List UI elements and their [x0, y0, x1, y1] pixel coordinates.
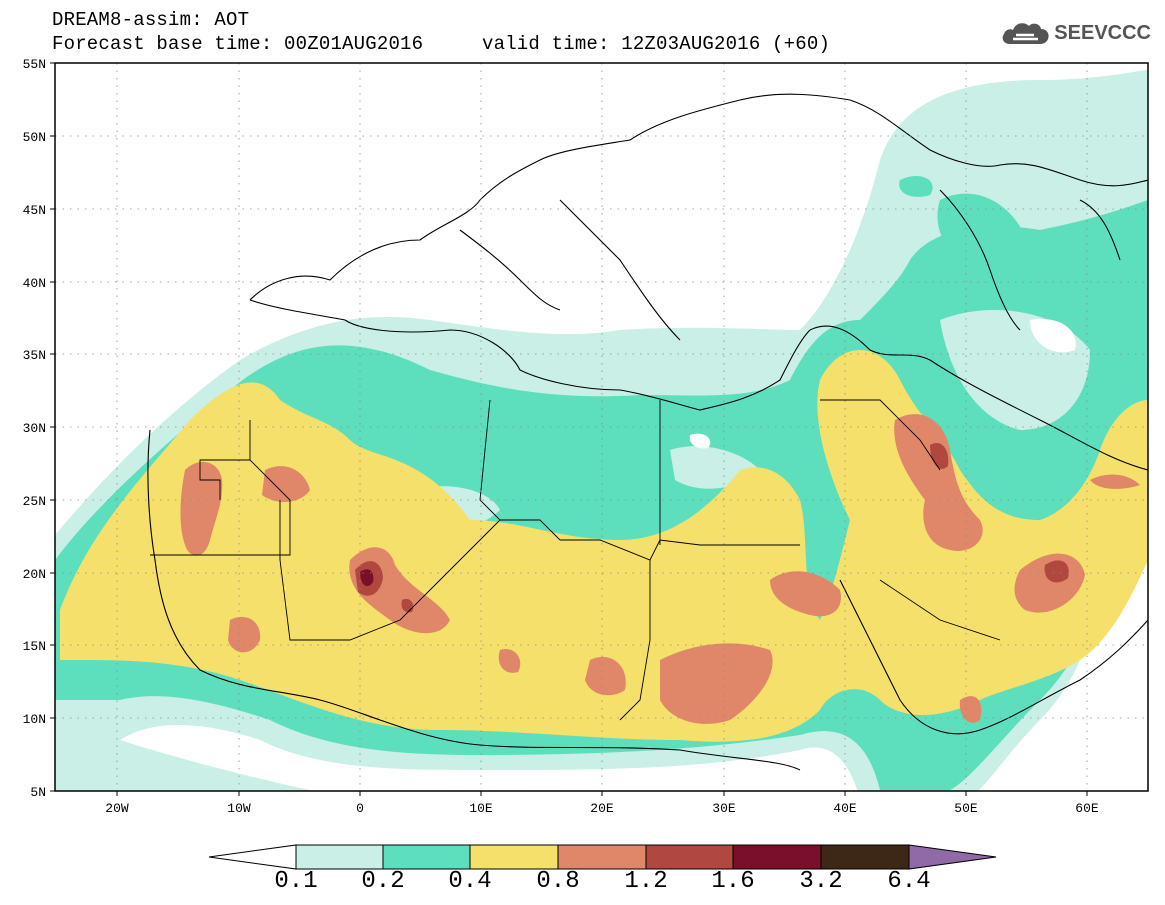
- lon-label: 40E: [833, 801, 857, 816]
- lon-label: 60E: [1075, 801, 1099, 816]
- aot-band-1.6: [360, 569, 374, 587]
- lat-label: 45N: [23, 203, 46, 218]
- valid-time: valid time: 12Z03AUG2016 (+60): [482, 33, 831, 55]
- lon-label: 10W: [227, 801, 251, 816]
- colorbar-label: 0.1: [274, 868, 318, 895]
- lat-label: 5N: [30, 785, 46, 800]
- country-borders: [150, 399, 1001, 721]
- lat-label: 15N: [23, 639, 46, 654]
- lon-label: 30E: [712, 801, 736, 816]
- lat-label: 30N: [23, 421, 46, 436]
- lat-label: 25N: [23, 494, 46, 509]
- colorbar-label: 0.8: [536, 868, 580, 895]
- colorbar-upper-arrow: [908, 844, 997, 870]
- colorbar-label: 1.2: [624, 868, 668, 895]
- lat-label: 50N: [23, 130, 46, 145]
- colorbar-swatch: [557, 844, 647, 870]
- colorbar-swatch: [382, 844, 471, 870]
- lat-label: 55N: [23, 57, 46, 72]
- lat-label: 35N: [23, 348, 46, 363]
- colorbar: [208, 844, 997, 870]
- latitude-labels: 55N 50N 45N 40N 35N 30N 25N 20N 15N 10N …: [23, 57, 46, 800]
- colorbar-swatch: [469, 844, 559, 870]
- lat-label: 20N: [23, 567, 46, 582]
- cloud-logo-icon: [1002, 23, 1049, 44]
- lon-label: 50E: [954, 801, 978, 816]
- logo-text: SEEVCCC: [1054, 21, 1151, 44]
- map-title: DREAM8-assim: AOT: [52, 9, 250, 31]
- colorbar-label: 0.2: [361, 868, 405, 895]
- colorbar-lower-arrow: [208, 844, 297, 870]
- lon-label: 20W: [105, 801, 129, 816]
- colorbar-label: 6.4: [887, 868, 931, 895]
- longitude-labels: 20W 10W 0 10E 20E 30E 40E 50E 60E: [105, 801, 1099, 816]
- forecast-base-time: Forecast base time: 00Z01AUG2016: [52, 33, 424, 55]
- colorbar-label: 3.2: [799, 868, 843, 895]
- colorbar-label: 1.6: [711, 868, 755, 895]
- colorbar-swatch: [295, 844, 384, 870]
- lon-label: 20E: [590, 801, 614, 816]
- aot-band-0.4: [60, 350, 1148, 742]
- lon-label: 10E: [469, 801, 493, 816]
- graticule: [55, 63, 1148, 791]
- axis-ticks: [50, 62, 1088, 796]
- lat-label: 40N: [23, 276, 46, 291]
- lat-label: 10N: [23, 712, 46, 727]
- colorbar-swatch: [645, 844, 734, 870]
- lon-label: 0: [356, 801, 364, 816]
- colorbar-swatch: [732, 844, 822, 870]
- colorbar-swatch: [820, 844, 910, 870]
- coastlines: [147, 93, 1148, 771]
- aot-contours: [55, 63, 1148, 791]
- colorbar-label: 0.4: [448, 868, 492, 895]
- seevccc-logo: SEEVCCC: [1000, 18, 1151, 48]
